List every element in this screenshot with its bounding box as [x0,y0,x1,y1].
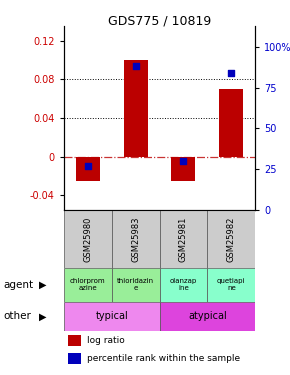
Bar [68,353,81,364]
Text: ▶: ▶ [39,311,47,321]
Bar [64,302,160,331]
Text: GSM25980: GSM25980 [83,216,92,262]
Point [133,63,138,69]
Text: olanzap
ine: olanzap ine [170,278,197,291]
Text: GSM25983: GSM25983 [131,216,140,262]
Bar [76,157,100,181]
Text: agent: agent [3,280,33,290]
Point [229,70,233,76]
Bar [112,210,160,268]
Text: ▶: ▶ [39,280,47,290]
Text: other: other [3,311,31,321]
Text: log ratio: log ratio [87,336,124,345]
Bar [64,268,112,302]
Point [181,158,186,164]
Text: thioridazin
e: thioridazin e [117,278,154,291]
Text: GDS775 / 10819: GDS775 / 10819 [108,15,211,28]
Bar [207,268,255,302]
Text: percentile rank within the sample: percentile rank within the sample [87,354,240,363]
Text: GSM25981: GSM25981 [179,216,188,262]
Bar [160,210,207,268]
Bar [160,302,255,331]
Bar [124,60,148,157]
Bar [68,335,81,346]
Text: typical: typical [95,311,128,321]
Bar [171,157,195,181]
Bar [64,210,112,268]
Text: chlorprom
azine: chlorprom azine [70,278,106,291]
Text: quetiapi
ne: quetiapi ne [217,278,246,291]
Bar [207,210,255,268]
Text: GSM25982: GSM25982 [227,216,236,262]
Bar [160,268,207,302]
Text: atypical: atypical [188,311,227,321]
Point [85,163,90,169]
Bar [219,89,243,157]
Bar [112,268,160,302]
